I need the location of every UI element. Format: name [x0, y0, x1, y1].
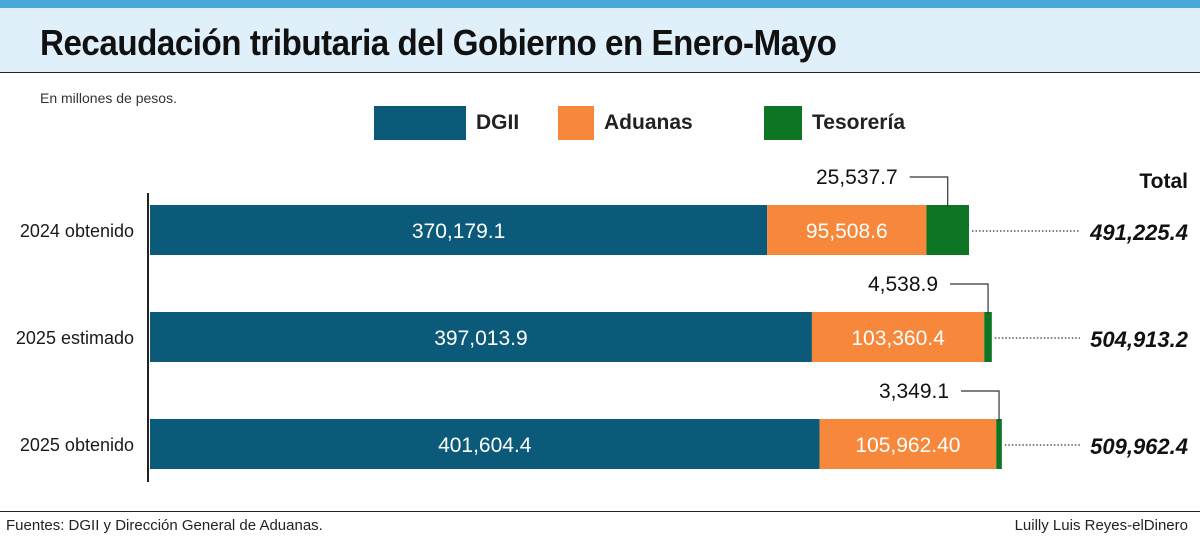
- data-label-dgii: 401,604.4: [438, 434, 532, 457]
- legend-swatch-tesoreria: [764, 106, 802, 140]
- bar-segment-dgii: [150, 205, 768, 255]
- total-header: Total: [1139, 170, 1188, 193]
- legend-item-dgii: DGII: [374, 106, 519, 140]
- data-label-aduanas: 103,360.4: [851, 327, 945, 350]
- legend-item-aduanas: Aduanas: [558, 106, 693, 140]
- data-label-dgii: 370,179.1: [412, 220, 505, 243]
- total-value: 504,913.2: [1090, 327, 1189, 352]
- bar-segment-tesoreria: [984, 312, 992, 362]
- legend-label-dgii: DGII: [476, 111, 520, 134]
- chart-title: Recaudación tributaria del Gobierno en E…: [40, 22, 837, 63]
- data-label-dgii: 397,013.9: [434, 327, 527, 350]
- category-label: 2025 estimado: [16, 328, 134, 348]
- bar-segment-tesoreria: [996, 419, 1002, 469]
- legend-label-aduanas: Aduanas: [604, 111, 693, 134]
- data-label-aduanas: 95,508.6: [806, 220, 888, 243]
- bar-segment-dgii: [150, 419, 820, 469]
- top-accent-line: [0, 0, 1200, 8]
- source-note: Fuentes: DGII y Dirección General de Adu…: [6, 517, 323, 534]
- bar-segment-aduanas: [767, 205, 927, 255]
- total-value: 509,962.4: [1090, 434, 1188, 459]
- callout-leader-line: [950, 283, 989, 314]
- units-note: En millones de pesos.: [40, 90, 177, 106]
- legend-label-tesoreria: Tesorería: [812, 111, 905, 134]
- callout-leader-line: [909, 176, 949, 207]
- category-label: 2024 obtenido: [20, 221, 134, 241]
- title-bar: Recaudación tributaria del Gobierno en E…: [0, 8, 1200, 72]
- legend-item-tesoreria: Tesorería: [764, 106, 905, 140]
- legend-swatch-aduanas: [558, 106, 594, 140]
- bar-segment-tesoreria: [926, 205, 969, 255]
- data-label-tesoreria: 3,349.1: [879, 380, 949, 403]
- bar-segment-dgii: [150, 312, 812, 362]
- credit-note: Luilly Luis Reyes-elDinero: [1014, 517, 1188, 534]
- callout-leader-line: [961, 390, 1000, 421]
- title-divider: [0, 72, 1200, 73]
- bar-segment-aduanas: [819, 419, 997, 469]
- legend-swatch-dgii: [374, 106, 466, 140]
- footer-divider: [0, 511, 1200, 512]
- category-label: 2025 obtenido: [20, 435, 134, 455]
- total-value: 491,225.4: [1089, 220, 1188, 245]
- data-label-tesoreria: 25,537.7: [816, 166, 898, 189]
- data-label-aduanas: 105,962.40: [855, 434, 960, 457]
- data-label-tesoreria: 4,538.9: [868, 273, 938, 296]
- bar-segment-aduanas: [811, 312, 985, 362]
